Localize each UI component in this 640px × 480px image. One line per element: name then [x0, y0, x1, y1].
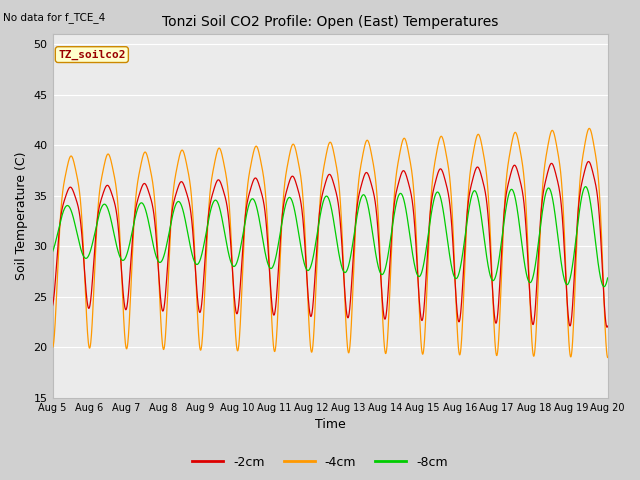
Title: Tonzi Soil CO2 Profile: Open (East) Temperatures: Tonzi Soil CO2 Profile: Open (East) Temp… [162, 15, 499, 29]
Text: TZ_soilco2: TZ_soilco2 [58, 49, 125, 60]
Y-axis label: Soil Temperature (C): Soil Temperature (C) [15, 152, 28, 280]
Text: No data for f_TCE_4: No data for f_TCE_4 [3, 12, 106, 23]
X-axis label: Time: Time [315, 419, 346, 432]
Legend: -2cm, -4cm, -8cm: -2cm, -4cm, -8cm [187, 451, 453, 474]
